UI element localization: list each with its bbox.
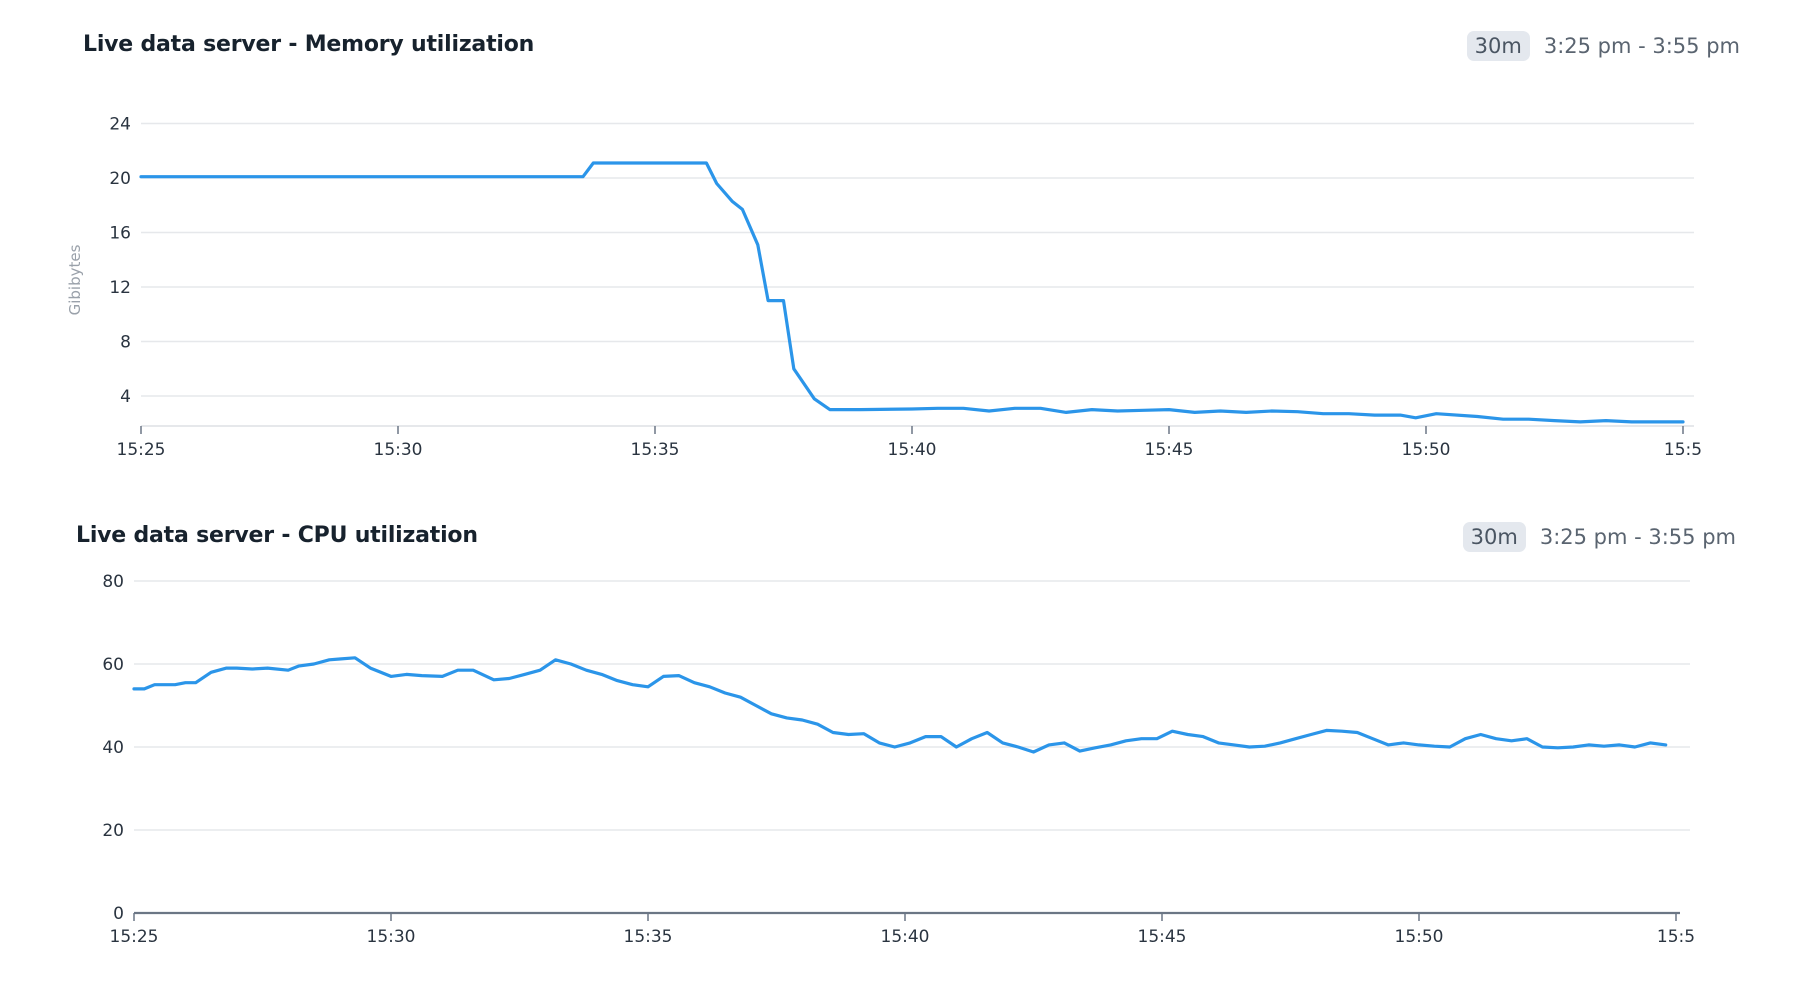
x-tick-label: 15:35 xyxy=(631,440,680,460)
memory-range-badge[interactable]: 30m xyxy=(1466,31,1530,61)
x-tick-label: 15:30 xyxy=(374,440,423,460)
y-tick-label: 12 xyxy=(109,278,131,298)
y-tick-label: 16 xyxy=(109,224,131,244)
y-tick-label: 80 xyxy=(102,572,124,592)
series-line[interactable] xyxy=(132,656,1668,754)
memory-range-text: 3:25 pm - 3:55 pm xyxy=(1543,34,1740,58)
cpu-panel-title: Live data server - CPU utilization xyxy=(76,523,478,548)
x-tick-label: 15:50 xyxy=(1395,927,1444,947)
x-tick-label: 15:40 xyxy=(881,927,930,947)
y-tick-label: 40 xyxy=(102,738,124,758)
cpu-range-text: 3:25 pm - 3:55 pm xyxy=(1539,525,1736,549)
x-tick-label: 15:30 xyxy=(367,927,416,947)
x-tick-label: 15:25 xyxy=(110,927,159,947)
memory-time-range: 30m 3:25 pm - 3:55 pm xyxy=(1466,31,1740,61)
cpu-time-range: 30m 3:25 pm - 3:55 pm xyxy=(1462,522,1736,552)
y-tick-label: 0 xyxy=(113,904,124,924)
memory-panel: Live data server - Memory utilization 30… xyxy=(0,0,1800,470)
y-tick-label: 20 xyxy=(102,821,124,841)
x-tick-label: 15:25 xyxy=(117,440,166,460)
x-tick-label: 15:5 xyxy=(1657,927,1695,947)
cpu-panel: Live data server - CPU utilization 30m 3… xyxy=(0,470,1800,990)
x-tick-label: 15:45 xyxy=(1138,927,1187,947)
x-tick-label: 15:45 xyxy=(1145,440,1194,460)
y-axis-title: Gibibytes xyxy=(66,244,84,315)
y-tick-label: 8 xyxy=(120,333,131,353)
memory-panel-title: Live data server - Memory utilization xyxy=(83,32,535,57)
y-tick-label: 60 xyxy=(102,655,124,675)
x-tick-label: 15:40 xyxy=(888,440,937,460)
y-tick-label: 20 xyxy=(109,169,131,189)
cpu-line-chart[interactable]: 0 20 40 60 80 15:25 15:30 15:35 15:40 15:45 15:50 1… xyxy=(0,470,1800,990)
y-tick-label: 4 xyxy=(120,387,131,407)
cpu-range-badge[interactable]: 30m xyxy=(1462,522,1526,552)
series-line[interactable] xyxy=(139,161,1685,424)
x-tick-label: 15:5 xyxy=(1664,440,1702,460)
y-tick-label: 24 xyxy=(109,115,131,135)
x-tick-label: 15:50 xyxy=(1402,440,1451,460)
x-tick-label: 15:35 xyxy=(624,927,673,947)
memory-line-chart[interactable]: 4 8 12 16 20 24 15:25 15:30 15:35 15:40 15:45 15:50… xyxy=(0,0,1800,470)
